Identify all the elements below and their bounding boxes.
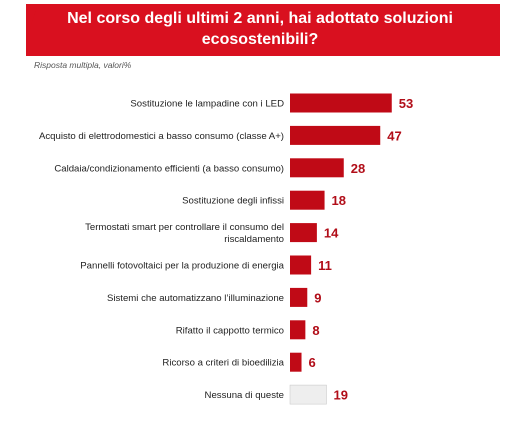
value-label-8: 8 — [312, 323, 319, 338]
value-label-7: 9 — [314, 290, 321, 305]
value-label-2: 47 — [387, 128, 401, 143]
bar-3 — [290, 158, 344, 177]
category-label-8: Rifatto il cappotto termico — [176, 325, 284, 336]
value-label-9: 6 — [309, 355, 316, 370]
category-label-1: Sostituzione le lampadine con i LED — [130, 99, 284, 110]
bar-7 — [290, 288, 307, 307]
bar-10 — [290, 385, 326, 404]
value-label-10: 19 — [333, 388, 347, 403]
bar-4 — [290, 191, 325, 210]
category-label-2: Acquisto di elettrodomestici a basso con… — [39, 131, 284, 142]
category-label-4: Sostituzione degli infissi — [182, 196, 284, 207]
value-label-1: 53 — [399, 96, 413, 111]
category-label-6: Pannelli fotovoltaici per la produzione … — [80, 261, 284, 272]
bar-9 — [290, 353, 302, 372]
bar-6 — [290, 256, 311, 275]
category-label-7: Sistemi che automatizzano l’illuminazion… — [107, 293, 284, 304]
value-label-6: 11 — [318, 258, 332, 273]
bar-5 — [290, 223, 317, 242]
value-label-5: 14 — [324, 226, 339, 241]
bar-2 — [290, 126, 380, 145]
value-label-3: 28 — [351, 161, 365, 176]
category-label-9: Ricorso a criteri di bioedilizia — [162, 358, 284, 369]
category-label-10: Nessuna di queste — [205, 390, 284, 401]
category-label-3: Caldaia/condizionamento efficienti (a ba… — [54, 163, 284, 174]
value-label-4: 18 — [332, 193, 346, 208]
bar-1 — [290, 94, 392, 113]
bar-8 — [290, 320, 305, 339]
category-label-5: Termostati smart per controllare il cons… — [85, 222, 284, 245]
